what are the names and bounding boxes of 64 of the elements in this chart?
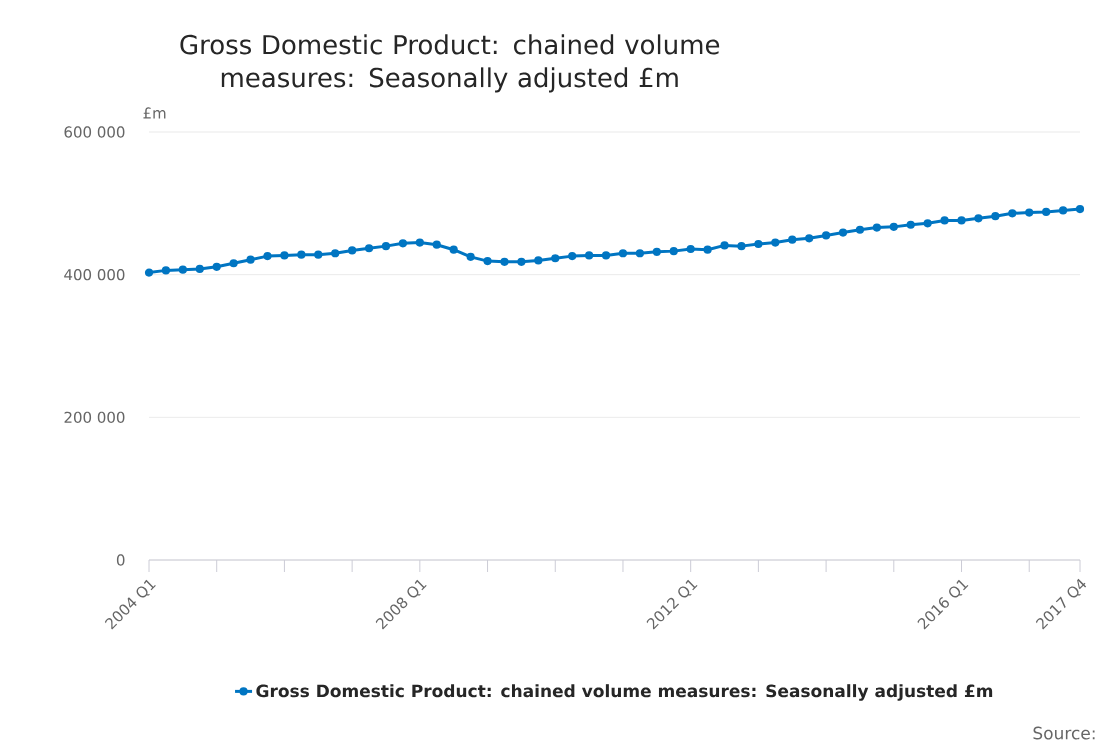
y-tick-label: 200 000: [64, 411, 125, 424]
point: [974, 214, 983, 223]
point: [466, 252, 475, 261]
point: [517, 257, 526, 266]
point: [940, 216, 949, 225]
point: [601, 251, 611, 260]
point: [618, 249, 628, 258]
point: [906, 220, 915, 229]
y-axis-title: £m: [143, 107, 166, 119]
point: [534, 256, 543, 265]
y-tick-label: 400 000: [64, 268, 125, 281]
point: [822, 231, 831, 240]
point: [957, 216, 966, 225]
chart-title: Gross Domestic Product: chained volume measures: Seasonally adjusted £m: [180, 34, 720, 93]
point: [805, 234, 814, 243]
point: [500, 257, 509, 266]
point: [246, 255, 255, 264]
point: [364, 244, 374, 253]
point: [1058, 206, 1068, 215]
point: [889, 222, 898, 231]
point: [771, 238, 780, 247]
point: [720, 241, 729, 250]
point: [144, 268, 154, 277]
point: [669, 247, 678, 256]
point: [551, 254, 560, 263]
point: [703, 245, 712, 254]
point: [686, 244, 695, 254]
point: [737, 242, 746, 251]
point: [652, 247, 661, 256]
point: [280, 251, 289, 260]
point: [449, 245, 458, 254]
point: [754, 239, 763, 249]
point: [381, 242, 391, 251]
point: [788, 235, 797, 244]
point: [348, 246, 357, 255]
point: [161, 266, 171, 275]
point: [483, 257, 492, 266]
y-tick-label: 0: [116, 554, 125, 566]
point: [855, 225, 865, 234]
point: [229, 259, 238, 268]
point: [1042, 207, 1051, 216]
point: [314, 250, 323, 259]
point: [991, 212, 1000, 221]
point: [1008, 209, 1017, 218]
point: [263, 252, 272, 261]
point: [212, 262, 221, 271]
point: [398, 239, 408, 248]
point: [585, 251, 594, 260]
point: [838, 228, 848, 237]
source-note: Source:: [1033, 726, 1095, 740]
point: [1025, 208, 1034, 217]
point: [1075, 204, 1085, 214]
point: [178, 265, 187, 274]
point: [923, 219, 932, 228]
point: [297, 250, 306, 259]
point: [635, 249, 644, 258]
point: [331, 249, 340, 258]
point: [872, 223, 881, 232]
y-tick-label: 600 000: [64, 126, 125, 138]
legend-label: Gross Domestic Product: chained volume measures: Seasonally adjusted £m: [256, 684, 993, 701]
point: [432, 240, 441, 249]
point: [195, 264, 204, 274]
point: [568, 252, 577, 261]
point: [415, 238, 424, 247]
